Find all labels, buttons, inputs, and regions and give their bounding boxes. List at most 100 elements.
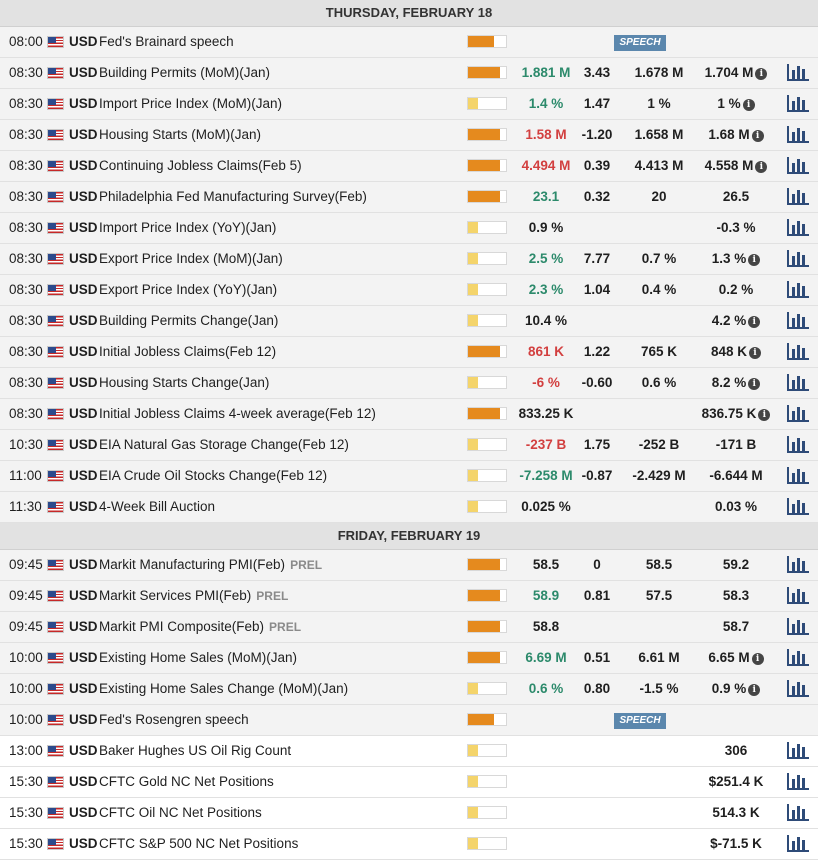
info-icon[interactable]: i	[748, 316, 761, 328]
info-icon[interactable]: i	[748, 254, 761, 266]
event-row[interactable]: 08:30 USD Import Price Index (YoY)(Jan) 0.9…	[0, 213, 818, 244]
event-name[interactable]: Building Permits (MoM)(Jan)	[99, 58, 270, 88]
bar-chart-icon[interactable]	[786, 586, 810, 605]
bar-chart-icon[interactable]	[786, 94, 810, 113]
bar-chart-icon[interactable]	[786, 311, 810, 330]
bar-chart-icon[interactable]	[786, 249, 810, 268]
event-name[interactable]: Baker Hughes US Oil Rig Count	[99, 736, 291, 766]
event-row[interactable]: 10:00 USD Fed's Rosengren speech SPEECH	[0, 705, 818, 736]
info-icon[interactable]: i	[755, 161, 768, 173]
bar-chart-icon[interactable]	[786, 435, 810, 454]
event-name[interactable]: Initial Jobless Claims(Feb 12)	[99, 337, 276, 367]
bar-chart-icon[interactable]	[786, 741, 810, 760]
event-row[interactable]: 08:30 USD Initial Jobless Claims(Feb 12) 86…	[0, 337, 818, 368]
info-icon[interactable]: i	[751, 653, 764, 665]
event-row[interactable]: 08:30 USD Building Permits Change(Jan) 10.4…	[0, 306, 818, 337]
event-row[interactable]: 15:30 USD CFTC S&P 500 NC Net Positions $-7…	[0, 829, 818, 860]
importance-meter	[467, 221, 507, 234]
bar-chart-icon[interactable]	[786, 555, 810, 574]
bar-chart-icon[interactable]	[786, 497, 810, 516]
event-name-text: EIA Natural Gas Storage Change(Feb 12)	[99, 437, 349, 452]
event-row[interactable]: 09:45 USD Markit Manufacturing PMI(Feb) PRE…	[0, 550, 818, 581]
actual-value: -7.258 M	[519, 468, 573, 483]
info-icon[interactable]: i	[749, 347, 762, 359]
bar-chart-icon[interactable]	[786, 834, 810, 853]
event-row[interactable]: 08:30 USD Import Price Index (MoM)(Jan) 1.4…	[0, 89, 818, 120]
event-name[interactable]: Housing Starts Change(Jan)	[99, 368, 269, 398]
event-row[interactable]: 08:30 USD Export Price Index (MoM)(Jan) 2.5…	[0, 244, 818, 275]
event-row[interactable]: 11:00 USD EIA Crude Oil Stocks Change(Feb …	[0, 461, 818, 492]
event-name[interactable]: Export Price Index (MoM)(Jan)	[99, 244, 283, 274]
consensus-value: 0.6 %	[641, 375, 677, 390]
importance-meter	[467, 190, 507, 203]
info-icon[interactable]: i	[748, 684, 761, 696]
event-name[interactable]: Import Price Index (YoY)(Jan)	[99, 213, 276, 243]
bar-chart-icon[interactable]	[786, 404, 810, 423]
previous-value-text: 58.7	[722, 619, 750, 634]
bar-chart-icon[interactable]	[786, 218, 810, 237]
bar-chart-icon[interactable]	[786, 679, 810, 698]
event-row[interactable]: 11:30 USD 4-Week Bill Auction 0.025 % 0.03 %	[0, 492, 818, 523]
event-row[interactable]: 08:30 USD Housing Starts Change(Jan) -6 % -0…	[0, 368, 818, 399]
event-name[interactable]: Housing Starts (MoM)(Jan)	[99, 120, 261, 150]
event-row[interactable]: 08:30 USD Philadelphia Fed Manufacturing S…	[0, 182, 818, 213]
bar-chart-icon[interactable]	[786, 803, 810, 822]
event-row[interactable]: 09:45 USD Markit PMI Composite(Feb) PREL 58.…	[0, 612, 818, 643]
event-name[interactable]: Markit PMI Composite(Feb) PREL	[99, 612, 301, 642]
event-row[interactable]: 10:00 USD Existing Home Sales Change (MoM)…	[0, 674, 818, 705]
event-name[interactable]: EIA Crude Oil Stocks Change(Feb 12)	[99, 461, 327, 491]
event-name[interactable]: Existing Home Sales (MoM)(Jan)	[99, 643, 297, 673]
event-name[interactable]: CFTC S&P 500 NC Net Positions	[99, 829, 298, 859]
info-icon[interactable]: i	[748, 378, 761, 390]
bar-chart-icon[interactable]	[786, 125, 810, 144]
event-name[interactable]: Markit Services PMI(Feb) PREL	[99, 581, 288, 611]
bar-chart-icon[interactable]	[786, 648, 810, 667]
event-row[interactable]: 09:45 USD Markit Services PMI(Feb) PREL 58.9…	[0, 581, 818, 612]
event-name[interactable]: Continuing Jobless Claims(Feb 5)	[99, 151, 302, 181]
event-row[interactable]: 08:30 USD Housing Starts (MoM)(Jan) 1.58 M-…	[0, 120, 818, 151]
event-name[interactable]: Export Price Index (YoY)(Jan)	[99, 275, 277, 305]
event-name[interactable]: Existing Home Sales Change (MoM)(Jan)	[99, 674, 348, 704]
info-icon[interactable]: i	[742, 99, 755, 111]
event-row[interactable]: 08:30 USD Initial Jobless Claims 4-week av…	[0, 399, 818, 430]
bar-chart-icon[interactable]	[786, 187, 810, 206]
bar-chart-icon[interactable]	[786, 772, 810, 791]
event-name[interactable]: CFTC Oil NC Net Positions	[99, 798, 262, 828]
event-name[interactable]: Fed's Rosengren speech	[99, 705, 249, 735]
event-name[interactable]: 4-Week Bill Auction	[99, 492, 215, 522]
actual-value	[515, 736, 577, 766]
event-row[interactable]: 08:30 USD Building Permits (MoM)(Jan) 1.881…	[0, 58, 818, 89]
info-icon[interactable]: i	[758, 409, 771, 421]
event-row[interactable]: 08:00 USD Fed's Brainard speech SPEECH	[0, 27, 818, 58]
event-row[interactable]: 15:30 USD CFTC Oil NC Net Positions 514.3 K	[0, 798, 818, 829]
event-row[interactable]: 15:30 USD CFTC Gold NC Net Positions $251.4…	[0, 767, 818, 798]
event-name[interactable]: Philadelphia Fed Manufacturing Survey(Fe…	[99, 182, 367, 212]
event-name[interactable]: Building Permits Change(Jan)	[99, 306, 278, 336]
event-name[interactable]: Markit Manufacturing PMI(Feb) PREL	[99, 550, 322, 580]
bar-chart-icon[interactable]	[786, 373, 810, 392]
info-icon[interactable]: i	[755, 68, 768, 80]
us-flag-icon	[47, 160, 64, 172]
importance-meter	[467, 620, 507, 633]
event-name[interactable]: CFTC Gold NC Net Positions	[99, 767, 274, 797]
event-row[interactable]: 08:30 USD Export Price Index (YoY)(Jan) 2.3…	[0, 275, 818, 306]
event-name[interactable]: Fed's Brainard speech	[99, 27, 234, 57]
bar-chart-icon[interactable]	[786, 342, 810, 361]
event-row[interactable]: 08:30 USD Continuing Jobless Claims(Feb 5)…	[0, 151, 818, 182]
bar-chart-icon[interactable]	[786, 156, 810, 175]
event-row[interactable]: 13:00 USD Baker Hughes US Oil Rig Count 306	[0, 736, 818, 767]
event-row[interactable]: 10:00 USD Existing Home Sales (MoM)(Jan) 6.…	[0, 643, 818, 674]
event-name[interactable]: EIA Natural Gas Storage Change(Feb 12)	[99, 430, 349, 460]
event-name[interactable]: Import Price Index (MoM)(Jan)	[99, 89, 282, 119]
event-name[interactable]: Initial Jobless Claims 4-week average(Fe…	[99, 399, 376, 429]
previous-value: 59.2	[700, 550, 772, 580]
event-row[interactable]: 10:30 USD EIA Natural Gas Storage Change(F…	[0, 430, 818, 461]
bar-chart-icon[interactable]	[786, 466, 810, 485]
bar-chart-icon[interactable]	[786, 63, 810, 82]
bar-chart-icon[interactable]	[786, 280, 810, 299]
info-icon[interactable]: i	[751, 130, 764, 142]
bar-chart-icon[interactable]	[786, 617, 810, 636]
previous-value-text: 0.9 %	[711, 681, 747, 696]
